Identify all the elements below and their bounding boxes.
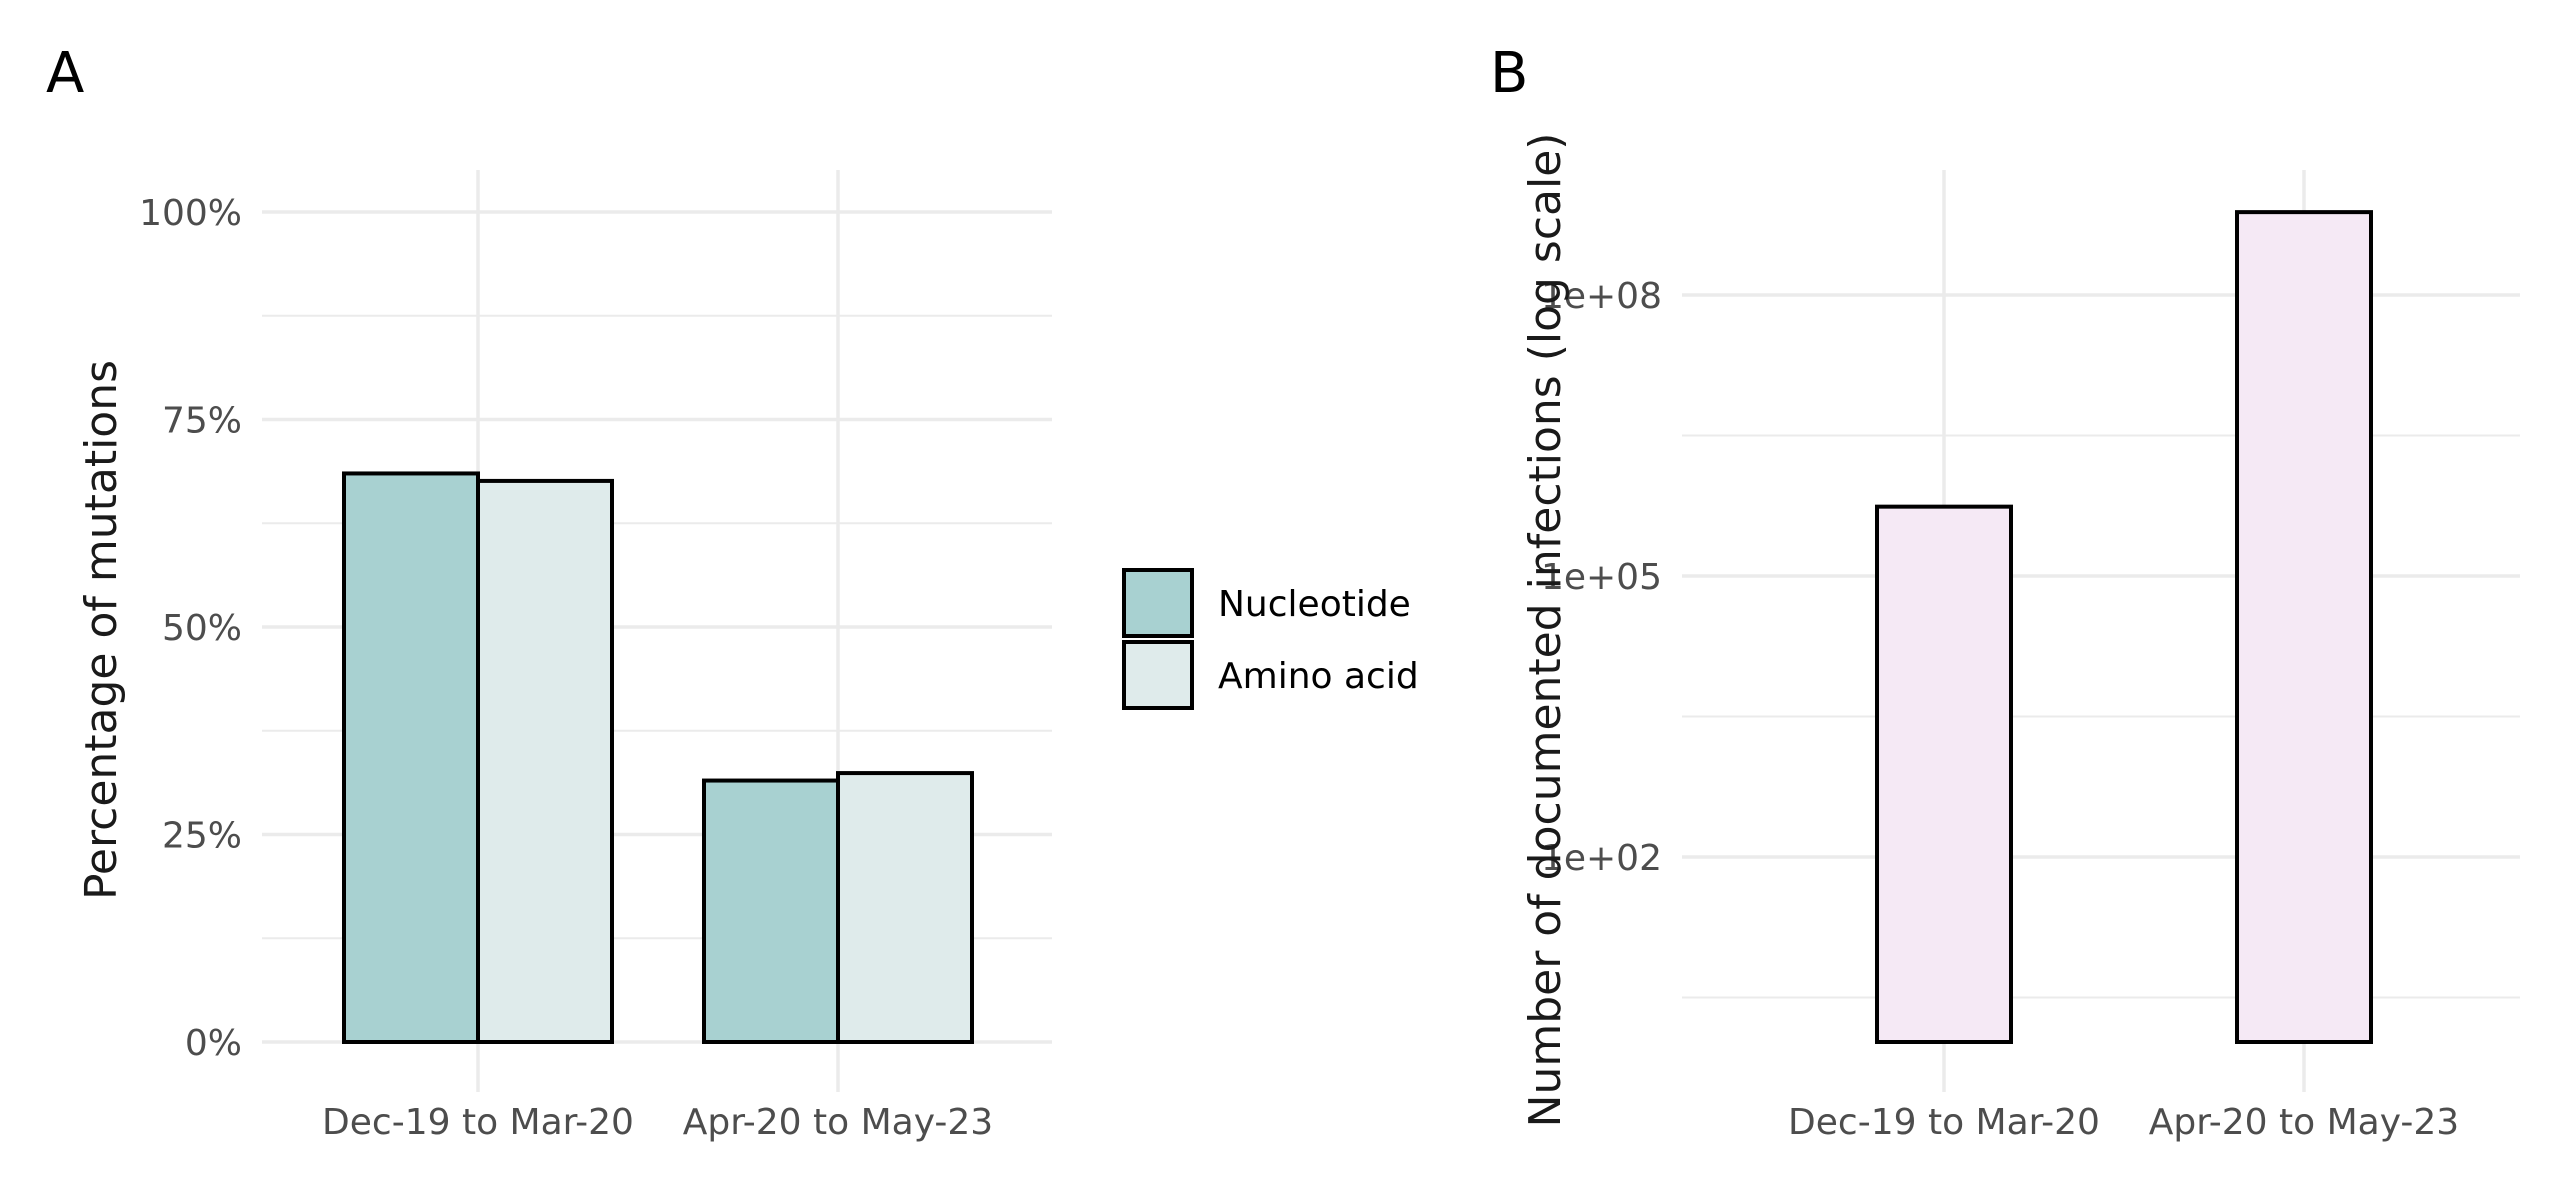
panel-a-y-tick-label: 25% <box>162 816 242 857</box>
panel-b-y-tick-label: 1e+08 <box>1541 276 1662 317</box>
panel-a-x-tick-label: Dec-19 to Mar-20 <box>322 1102 634 1143</box>
panel-a-y-tick-label: 0% <box>185 1023 242 1064</box>
panel-b-x-tick-labels: Dec-19 to Mar-20 Apr-20 to May-23 <box>1788 1102 2459 1143</box>
panel-a-bar-nucleotide <box>702 778 840 1044</box>
panel-b-x-tick-label: Dec-19 to Mar-20 <box>1788 1102 2100 1143</box>
panel-a-bar-amino-acid <box>836 771 974 1045</box>
panel-a-y-axis-title: Percentage of mutations <box>76 360 127 900</box>
panel-a-legend: Nucleotide Amino acid <box>1122 568 1419 710</box>
panel-a-bar-amino-acid <box>476 478 614 1045</box>
panel-a-x-tick-label: Apr-20 to May-23 <box>683 1102 993 1143</box>
panel-a-x-tick-labels: Dec-19 to Mar-20 Apr-20 to May-23 <box>322 1102 993 1143</box>
panel-a-y-tick-label: 50% <box>162 608 242 649</box>
legend-swatch-nucleotide <box>1122 568 1194 638</box>
legend-swatch-amino-acid <box>1122 640 1194 710</box>
legend-label: Nucleotide <box>1218 584 1411 625</box>
panel-b-y-tick-labels: 1e+02 1e+05 1e+08 <box>1541 276 1662 879</box>
panel-a-tag: A <box>46 41 84 106</box>
panel-b-grid <box>1682 170 2520 1092</box>
panel-b-x-tick-label: Apr-20 to May-23 <box>2149 1102 2459 1143</box>
legend-label: Amino acid <box>1218 656 1419 697</box>
panel-a-y-tick-label: 100% <box>139 193 242 234</box>
panel-b-bar <box>2235 210 2373 1045</box>
panel-a-bars <box>342 471 974 1045</box>
panel-a-y-tick-label: 75% <box>162 401 242 442</box>
panel-b: B 1e+02 1e+05 1e+08 Dec-19 to Mar-20 Apr-20… <box>1490 41 2520 1143</box>
panel-b-tag: B <box>1490 41 1528 106</box>
panel-a-y-tick-labels: 0% 25% 50% 75% 100% <box>139 193 242 1064</box>
panel-b-bar <box>1875 504 2013 1044</box>
panel-b-y-tick-label: 1e+02 <box>1541 838 1662 879</box>
panel-a: A 0% 25% 50% 75% 100% Dec-19 to Mar-20 Apr-20… <box>46 41 1419 1143</box>
panel-b-y-axis-title: Number of documented infections (log sca… <box>1520 133 1571 1128</box>
panel-b-y-tick-label: 1e+05 <box>1541 557 1662 598</box>
panel-a-bar-nucleotide <box>342 471 480 1044</box>
panel-b-bars <box>1875 210 2373 1045</box>
